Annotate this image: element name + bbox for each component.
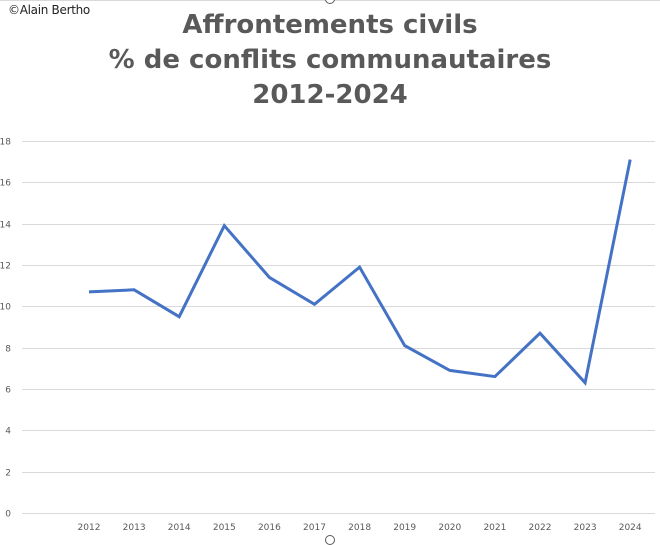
y-tick-label: 18 — [0, 138, 11, 148]
x-tick-label: 2013 — [123, 523, 146, 533]
y-tick-label: 12 — [0, 262, 11, 272]
y-tick-label: 8 — [5, 345, 11, 355]
chart-title-line-1: Affrontements civils — [182, 10, 478, 40]
x-tick-label: 2023 — [574, 523, 597, 533]
chart-title: Affrontements civils % de conflits commu… — [0, 8, 660, 113]
y-tick-label: 14 — [0, 221, 11, 231]
gridlines — [22, 141, 655, 514]
x-tick-label: 2020 — [438, 523, 461, 533]
x-tick-label: 2015 — [213, 523, 236, 533]
chart-title-line-2: % de conflits communautaires — [108, 45, 552, 75]
x-tick-label: 2021 — [483, 523, 506, 533]
series-line — [88, 159, 632, 387]
y-tick-label: 16 — [0, 179, 11, 189]
y-tick-label: 10 — [0, 303, 11, 313]
y-tick-label: 0 — [5, 510, 11, 520]
x-tick-label: 2014 — [168, 523, 191, 533]
x-tick-label: 2024 — [619, 523, 642, 533]
y-tick-label: 2 — [5, 469, 11, 479]
chart-title-line-3: 2012-2024 — [252, 80, 408, 110]
y-tick-label: 6 — [5, 386, 11, 396]
x-tick-label: 2019 — [393, 523, 416, 533]
x-tick-label: 2016 — [258, 523, 281, 533]
x-axis-ticks: 2012 2013 2014 2015 2016 2017 2018 2019 2020 2021… — [78, 523, 642, 533]
copyright-credit: ©Alain Bertho — [8, 3, 90, 17]
x-tick-label: 2012 — [78, 523, 101, 533]
y-axis-ticks: 0 2 4 6 8 10 12 14 16 18 — [0, 138, 11, 520]
x-tick-label: 2017 — [303, 523, 326, 533]
x-tick-label: 2018 — [348, 523, 371, 533]
y-tick-label: 4 — [5, 427, 11, 437]
x-tick-label: 2022 — [529, 523, 552, 533]
